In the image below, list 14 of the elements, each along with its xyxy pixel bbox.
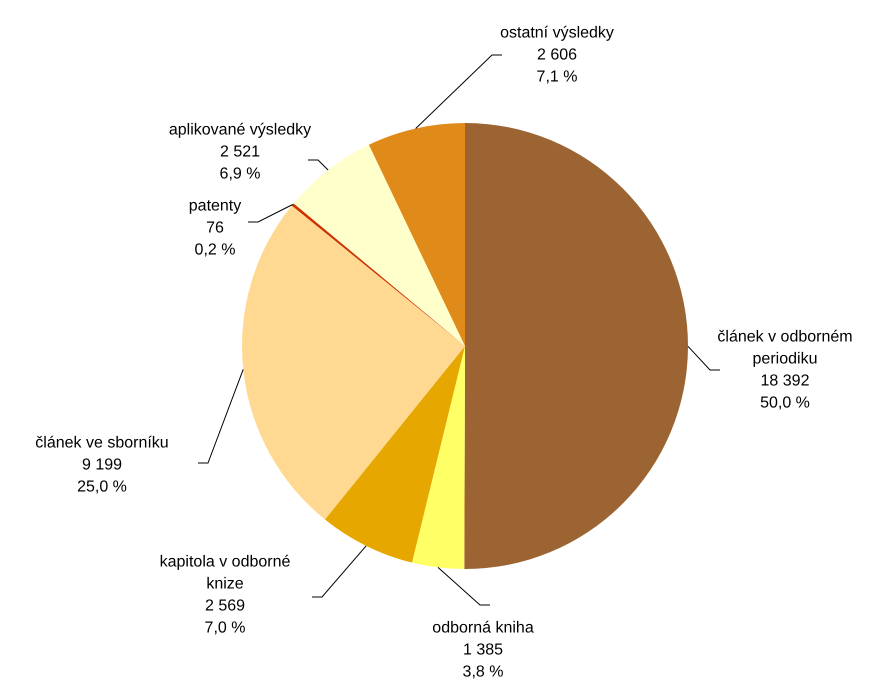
slice-label: kapitola v odborné knize [160, 553, 290, 592]
data-label: 9 199 25,0 % [77, 456, 127, 496]
slice-label: patenty [188, 197, 242, 214]
slice-label: odborná kniha [432, 619, 534, 636]
data-label: 2 606 7,1 % [536, 46, 578, 86]
data-label: 76 0,2 % [194, 219, 236, 258]
data-label: 18 392 50,0 % [760, 372, 810, 412]
data-label: 1 385 3,8 % [462, 641, 504, 680]
slice-label: článek v odborném periodiku [717, 328, 853, 368]
data-label: 2 521 6,9 % [220, 143, 260, 182]
slice-label: ostatní výsledky [500, 24, 614, 42]
data-label: 2 569 7,0 % [204, 597, 246, 636]
slice-label: aplikované výsledky [168, 121, 312, 138]
slice-label: článek ve sborníku [35, 434, 169, 452]
